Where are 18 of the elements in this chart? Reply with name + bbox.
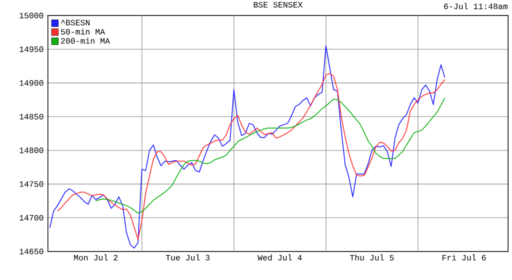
text: 6-Jul 11:48am — [444, 3, 508, 10]
x-tick-label: Tue Jul 3 — [166, 254, 210, 261]
y-tick-label: 14700 — [20, 215, 44, 221]
x-tick-label: Wed Jul 4 — [258, 254, 302, 261]
legend-label: 50-min MA — [60, 28, 106, 35]
x-tick-label: Mon Jul 2 — [74, 254, 118, 261]
x-tick-label: Fri Jul 6 — [442, 254, 486, 261]
y-tick-label: 14900 — [20, 80, 44, 86]
y-tick-label: 14850 — [20, 114, 44, 120]
legend-label: 200-min MA — [61, 38, 110, 44]
y-tick-label: 14750 — [20, 181, 44, 188]
x-tick-label: Thu Jul 5 — [350, 254, 394, 261]
y-tick-label: 14800 — [20, 148, 44, 154]
y-tick-label: 15000 — [20, 12, 44, 19]
y-tick-label: 14950 — [20, 46, 44, 52]
legend-label: ^BSESN — [61, 20, 90, 26]
y-tick-label: 14650 — [20, 248, 44, 254]
chart-title: BSE SENSEX — [254, 2, 303, 8]
